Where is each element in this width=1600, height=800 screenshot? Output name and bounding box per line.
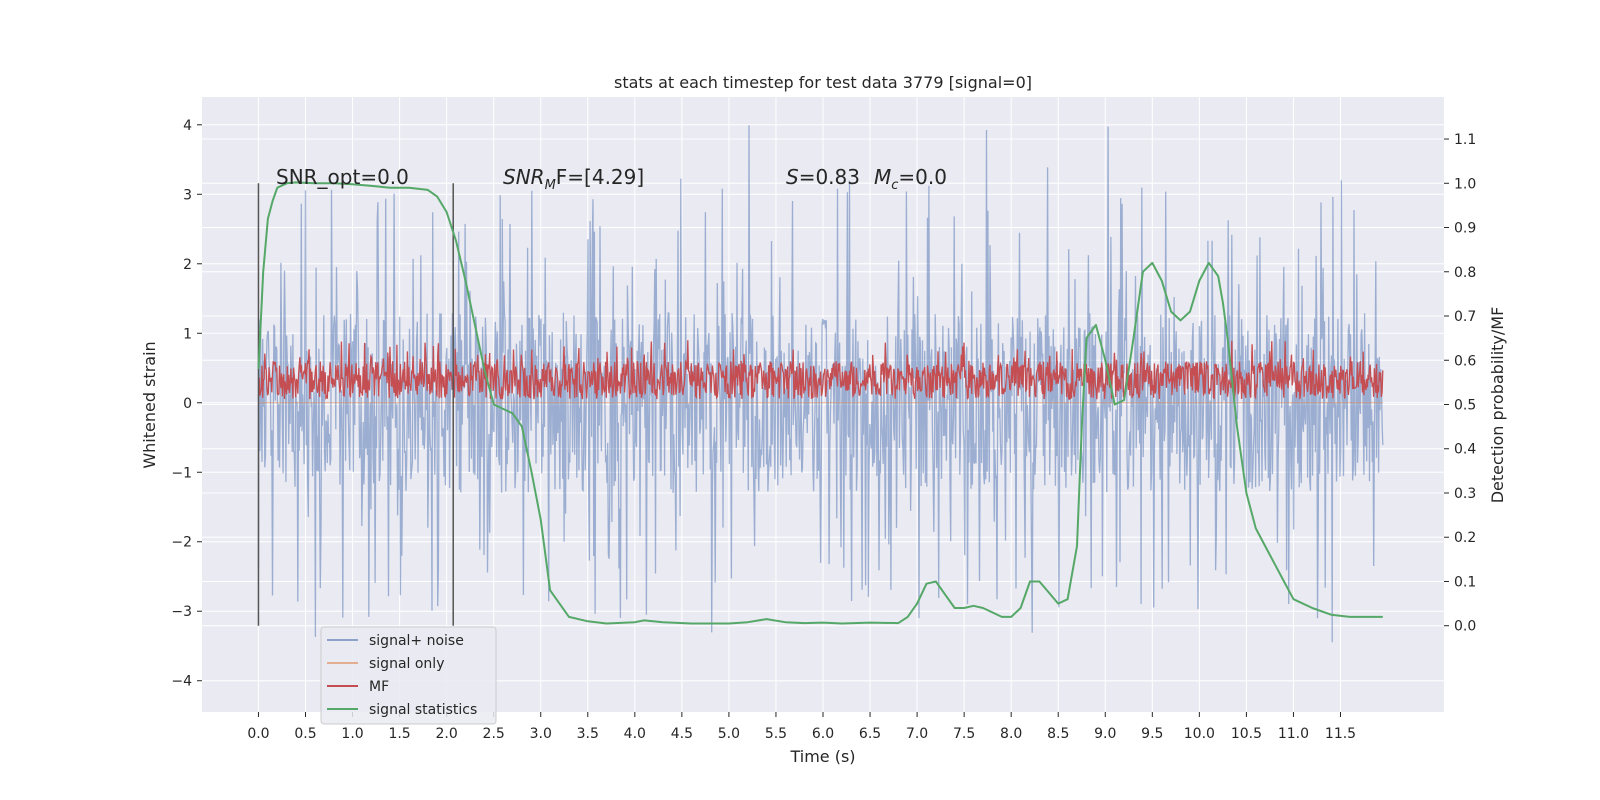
s-value: =0.83 (799, 165, 860, 189)
axes: 0.0 0.5 1.0 1.5 2.0 2.5 3.0 3.5 4.0 4.5 5.0 5.5 6.0 6… (171, 118, 1476, 742)
x-tick-label: 6.5 (859, 726, 881, 742)
x-tick-label: 8.0 (1000, 726, 1022, 742)
statistics-series (257, 181, 1383, 625)
legend: signal+ noise signal only MF signal stat… (320, 626, 497, 725)
y-tick-label: 1 (183, 326, 192, 342)
y-tick-label: −4 (171, 674, 192, 690)
x-tick-label: 4.0 (624, 726, 646, 742)
x-tick-label: 5.0 (718, 726, 740, 742)
snr-mf-subscript: M (545, 178, 556, 193)
x-tick-label: 11.0 (1278, 726, 1309, 742)
x-tick-label: 1.0 (341, 726, 363, 742)
y-tick-label: 2 (183, 257, 192, 273)
statistics-line (257, 181, 1383, 625)
annotation-snr-mf: SNRMF=[4.29] (503, 165, 644, 193)
mf-line (257, 340, 1384, 401)
snr-mf-symbol: SNR (503, 165, 545, 189)
y2-tick-label: 0.1 (1454, 574, 1476, 590)
x-tick-label: 2.0 (436, 726, 458, 742)
x-tick-label: 9.0 (1094, 726, 1116, 742)
x-tick-label: 1.5 (388, 726, 410, 742)
x-tick-label: 2.5 (483, 726, 505, 742)
legend-box (320, 626, 497, 725)
signal-noise-line (257, 125, 1384, 643)
x-tick-label: 8.5 (1047, 726, 1069, 742)
x-tick-label: 3.5 (577, 726, 599, 742)
x-tick-label: 7.0 (906, 726, 928, 742)
y2-tick-label: 0.2 (1454, 530, 1476, 546)
y2-tick-label: 0.8 (1454, 265, 1476, 281)
legend-label-signal-only: signal only (369, 656, 444, 672)
x-tick-label: 11.5 (1325, 726, 1356, 742)
y-tick-label: 4 (183, 118, 192, 134)
mc-subscript: c (891, 178, 898, 193)
y2-axis-label: Detection probability/MF (1488, 307, 1507, 504)
legend-label-mf: MF (369, 679, 389, 695)
y2-tick-label: 0.3 (1454, 486, 1476, 502)
x-axis-label: Time (s) (789, 747, 855, 766)
x-tick-label: 0.5 (294, 726, 316, 742)
x-tick-label: 9.5 (1141, 726, 1163, 742)
snr-mf-value: F=[4.29] (556, 165, 644, 189)
x-tick-label: 6.0 (812, 726, 834, 742)
annotation-snr-opt: SNR_opt=0.0 (276, 165, 409, 189)
x-tick-label: 10.5 (1231, 726, 1262, 742)
vertical-markers (257, 183, 454, 626)
s-symbol: S (786, 165, 799, 189)
y-axis-label: Whitened strain (140, 341, 159, 468)
x-tick-label: 4.5 (671, 726, 693, 742)
x-tick-label: 10.0 (1184, 726, 1215, 742)
y-tick-label: −2 (171, 535, 192, 551)
x-tick-label: 7.5 (953, 726, 975, 742)
noise-series (257, 125, 1384, 643)
y2-tick-label: 1.1 (1454, 132, 1476, 148)
mf-series (257, 340, 1384, 401)
y2-tick-label: 1.0 (1454, 176, 1476, 192)
y2-tick-label: 0.7 (1454, 309, 1476, 325)
mc-symbol: M (874, 165, 891, 189)
x-tick-label: 0.0 (247, 726, 269, 742)
legend-label-signal-noise: signal+ noise (369, 633, 464, 649)
legend-label-statistics: signal statistics (369, 702, 477, 718)
y2-tick-label: 0.0 (1454, 619, 1476, 635)
y2-tick-label: 0.4 (1454, 442, 1476, 458)
y2-tick-label: 0.6 (1454, 353, 1476, 369)
x-tick-label: 3.0 (530, 726, 552, 742)
y2-tick-label: 0.9 (1454, 221, 1476, 237)
x-tick-label: 5.5 (765, 726, 787, 742)
y-tick-label: −1 (171, 465, 192, 481)
y-tick-label: 3 (183, 187, 192, 203)
annotation-s-mc: S=0.83 Mc=0.0 (786, 165, 947, 193)
y-tick-label: −3 (171, 604, 192, 620)
y-tick-label: 0 (183, 396, 192, 412)
mc-value: =0.0 (898, 165, 947, 189)
chart-title: stats at each timestep for test data 377… (614, 73, 1032, 92)
y2-tick-label: 0.5 (1454, 398, 1476, 414)
